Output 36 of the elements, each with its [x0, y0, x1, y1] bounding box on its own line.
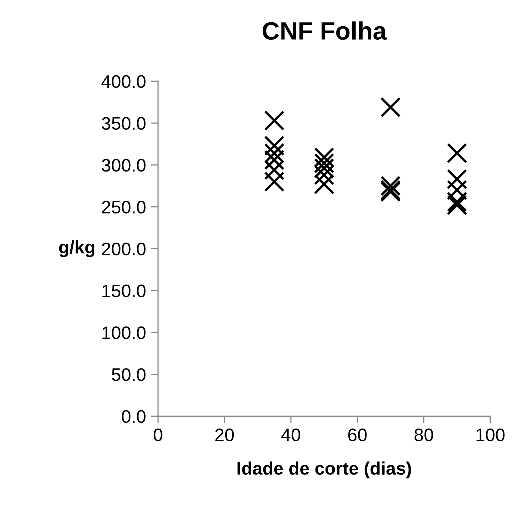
point — [380, 176, 401, 196]
point — [447, 180, 468, 200]
point — [314, 165, 335, 186]
point — [264, 110, 285, 131]
y-tick-label: 350.0 — [102, 117, 146, 130]
point — [264, 143, 285, 164]
point — [380, 97, 401, 118]
x-axis-title: Idade de corte (dias) — [238, 462, 412, 479]
point — [314, 148, 335, 168]
point — [314, 174, 335, 195]
x-tick-label: 60 — [348, 428, 367, 442]
point — [264, 160, 285, 180]
point — [264, 150, 285, 170]
y-tick-label: 250.0 — [102, 201, 146, 214]
point — [264, 172, 285, 192]
y-tick-label: 300.0 — [102, 159, 146, 172]
x-tick-label: 100 — [476, 428, 505, 442]
y-axis-title: g/kg — [59, 240, 95, 258]
x-tick-label: 80 — [414, 428, 434, 442]
y-tick-label: 0.0 — [122, 410, 146, 424]
y-tick-label: 200.0 — [102, 242, 146, 256]
chart-title: CNF Folha — [262, 22, 388, 40]
y-tick-label: 50.0 — [112, 368, 146, 382]
y-tick-label: 400.0 — [102, 75, 146, 88]
point — [264, 136, 285, 156]
y-tick-label: 100.0 — [102, 326, 146, 340]
y-tick-label: 150.0 — [102, 284, 146, 298]
point — [314, 153, 335, 174]
point — [314, 158, 335, 179]
point — [447, 195, 468, 216]
point — [447, 143, 468, 164]
x-tick-label: 0 — [154, 428, 163, 442]
x-tick-label: 20 — [216, 428, 234, 442]
point — [447, 169, 468, 190]
x-tick-label: 40 — [282, 428, 300, 442]
point — [447, 192, 468, 212]
